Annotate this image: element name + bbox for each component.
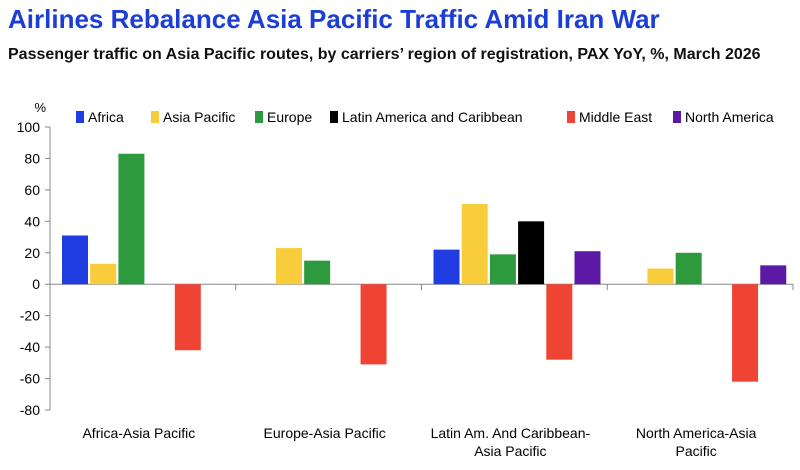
y-tick-label: 60: [24, 182, 40, 198]
legend-label: Europe: [267, 109, 312, 125]
bar-europe: [304, 260, 331, 285]
bar-north-america: [574, 251, 601, 285]
legend-swatch: [330, 111, 338, 123]
bar-asia-pacific: [275, 248, 302, 285]
bar-middle-east: [732, 284, 759, 382]
bar-north-america: [760, 265, 787, 285]
bar-asia-pacific: [461, 204, 488, 285]
bar-europe: [675, 252, 702, 285]
y-tick-label: 80: [24, 150, 40, 166]
legend-swatch: [76, 111, 84, 123]
bar-asia-pacific: [90, 263, 117, 285]
category-label: North America-Asia: [636, 425, 757, 441]
bar-middle-east: [174, 284, 201, 351]
bar-middle-east: [546, 284, 573, 360]
legend-label: Asia Pacific: [163, 109, 235, 125]
y-axis-label: %: [34, 100, 46, 115]
y-tick-label: -40: [20, 339, 40, 355]
legend-swatch: [151, 111, 159, 123]
bar-asia-pacific: [647, 268, 674, 285]
y-tick-label: 100: [17, 119, 41, 135]
y-tick-label: 40: [24, 213, 40, 229]
legend-label: Latin America and Caribbean: [342, 109, 523, 125]
y-tick-label: -60: [20, 371, 40, 387]
bar-europe: [489, 254, 516, 285]
bar-middle-east: [360, 284, 387, 365]
legend-label: Middle East: [579, 109, 652, 125]
y-tick-label: 20: [24, 245, 40, 261]
legend-swatch: [673, 111, 681, 123]
y-tick-label: -80: [20, 402, 40, 418]
category-label: Latin Am. And Caribbean-: [431, 425, 591, 441]
category-label: Pacific: [676, 443, 717, 459]
category-label: Asia Pacific: [474, 443, 546, 459]
legend-label: North America: [685, 109, 774, 125]
legend-label: Africa: [88, 109, 124, 125]
y-tick-label: 0: [32, 276, 40, 292]
bar-africa: [433, 249, 460, 285]
legend-swatch: [255, 111, 263, 123]
bar-africa: [62, 235, 88, 285]
legend-swatch: [567, 111, 575, 123]
bar-latin-america-and-caribbean: [518, 221, 545, 285]
chart-title: Airlines Rebalance Asia Pacific Traffic …: [8, 4, 660, 34]
category-label: Africa-Asia Pacific: [82, 425, 195, 441]
category-label: Europe-Asia Pacific: [264, 425, 386, 441]
bar-europe: [118, 153, 145, 285]
chart-subtitle: Passenger traffic on Asia Pacific routes…: [8, 46, 761, 63]
y-tick-label: -20: [20, 308, 40, 324]
